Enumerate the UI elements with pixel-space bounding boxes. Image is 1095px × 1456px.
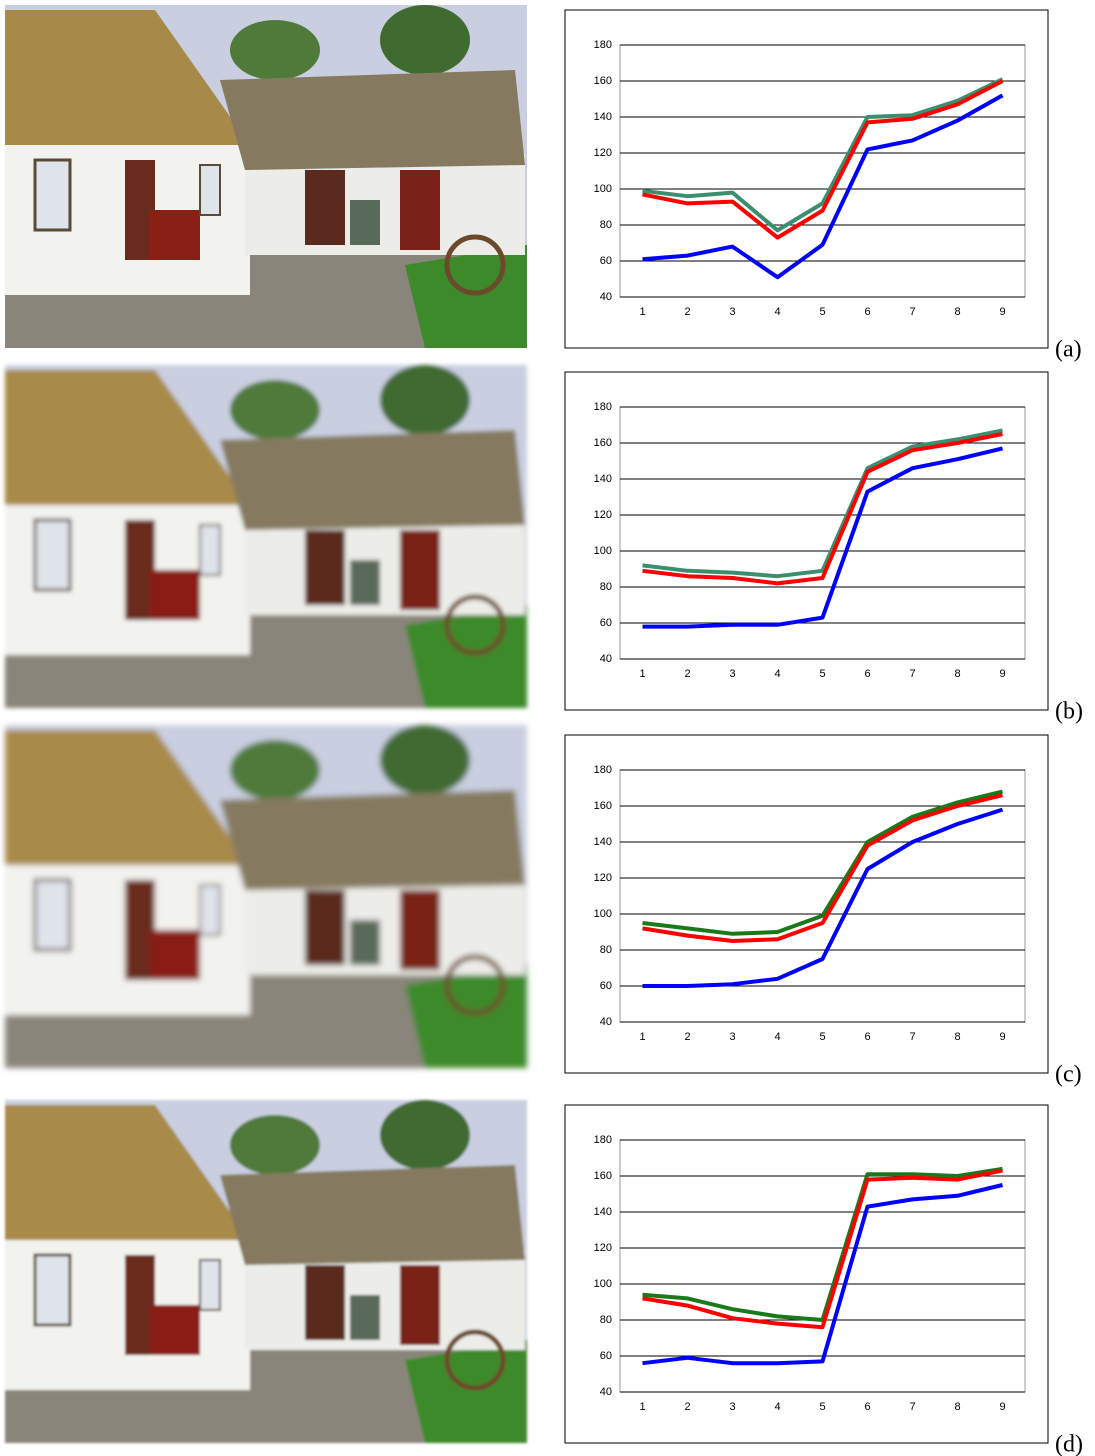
y-tick-label: 100 bbox=[594, 183, 612, 195]
x-tick-label: 6 bbox=[864, 668, 870, 680]
figure: 406080100120140160180123456789(a)4060801… bbox=[0, 0, 1095, 1456]
panel-label: (c) bbox=[1055, 1062, 1082, 1088]
panel-label: (d) bbox=[1055, 1432, 1083, 1456]
x-tick-label: 4 bbox=[774, 1031, 780, 1043]
x-tick-label: 1 bbox=[639, 306, 645, 318]
x-tick-label: 4 bbox=[774, 306, 780, 318]
photo bbox=[5, 365, 527, 708]
y-tick-label: 180 bbox=[594, 401, 612, 413]
x-tick-label: 5 bbox=[819, 1401, 825, 1413]
photo bbox=[5, 725, 527, 1068]
x-tick-label: 7 bbox=[909, 306, 915, 318]
y-tick-label: 160 bbox=[594, 1170, 612, 1182]
panel-label: (b) bbox=[1055, 699, 1083, 725]
y-tick-label: 120 bbox=[594, 509, 612, 521]
y-tick-label: 140 bbox=[594, 473, 612, 485]
y-tick-label: 80 bbox=[600, 944, 612, 956]
y-tick-label: 60 bbox=[600, 980, 612, 992]
x-tick-label: 3 bbox=[729, 1031, 735, 1043]
y-tick-label: 60 bbox=[600, 255, 612, 267]
y-tick-label: 80 bbox=[600, 1314, 612, 1326]
y-tick-label: 160 bbox=[594, 75, 612, 87]
x-tick-label: 8 bbox=[954, 306, 960, 318]
x-tick-label: 5 bbox=[819, 1031, 825, 1043]
y-tick-label: 140 bbox=[594, 836, 612, 848]
x-tick-label: 1 bbox=[639, 668, 645, 680]
y-tick-label: 80 bbox=[600, 219, 612, 231]
y-tick-label: 100 bbox=[594, 1278, 612, 1290]
x-tick-label: 2 bbox=[684, 306, 690, 318]
x-tick-label: 7 bbox=[909, 1401, 915, 1413]
x-tick-label: 2 bbox=[684, 1031, 690, 1043]
panel-label: (a) bbox=[1055, 337, 1082, 363]
y-tick-label: 100 bbox=[594, 908, 612, 920]
y-tick-label: 40 bbox=[600, 291, 612, 303]
x-tick-label: 7 bbox=[909, 668, 915, 680]
y-tick-label: 180 bbox=[594, 1134, 612, 1146]
x-tick-label: 9 bbox=[999, 668, 1005, 680]
x-tick-label: 7 bbox=[909, 1031, 915, 1043]
y-tick-label: 140 bbox=[594, 1206, 612, 1218]
photo bbox=[5, 1100, 527, 1443]
y-tick-label: 180 bbox=[594, 39, 612, 51]
y-tick-label: 80 bbox=[600, 581, 612, 593]
y-tick-label: 40 bbox=[600, 1016, 612, 1028]
y-tick-label: 120 bbox=[594, 1242, 612, 1254]
y-tick-label: 120 bbox=[594, 872, 612, 884]
x-tick-label: 6 bbox=[864, 1401, 870, 1413]
x-tick-label: 2 bbox=[684, 668, 690, 680]
y-tick-label: 40 bbox=[600, 653, 612, 665]
y-tick-label: 160 bbox=[594, 800, 612, 812]
x-tick-label: 5 bbox=[819, 668, 825, 680]
y-tick-label: 40 bbox=[600, 1386, 612, 1398]
x-tick-label: 1 bbox=[639, 1031, 645, 1043]
x-tick-label: 3 bbox=[729, 668, 735, 680]
x-tick-label: 4 bbox=[774, 1401, 780, 1413]
y-tick-label: 140 bbox=[594, 111, 612, 123]
x-tick-label: 6 bbox=[864, 306, 870, 318]
x-tick-label: 3 bbox=[729, 1401, 735, 1413]
x-tick-label: 5 bbox=[819, 306, 825, 318]
photo bbox=[5, 5, 527, 348]
x-tick-label: 3 bbox=[729, 306, 735, 318]
x-tick-label: 8 bbox=[954, 668, 960, 680]
x-tick-label: 1 bbox=[639, 1401, 645, 1413]
x-tick-label: 8 bbox=[954, 1401, 960, 1413]
y-tick-label: 100 bbox=[594, 545, 612, 557]
y-tick-label: 60 bbox=[600, 1350, 612, 1362]
x-tick-label: 9 bbox=[999, 1401, 1005, 1413]
y-tick-label: 60 bbox=[600, 617, 612, 629]
y-tick-label: 160 bbox=[594, 437, 612, 449]
x-tick-label: 9 bbox=[999, 306, 1005, 318]
x-tick-label: 6 bbox=[864, 1031, 870, 1043]
y-tick-label: 180 bbox=[594, 764, 612, 776]
x-tick-label: 9 bbox=[999, 1031, 1005, 1043]
x-tick-label: 4 bbox=[774, 668, 780, 680]
x-tick-label: 2 bbox=[684, 1401, 690, 1413]
y-tick-label: 120 bbox=[594, 147, 612, 159]
x-tick-label: 8 bbox=[954, 1031, 960, 1043]
